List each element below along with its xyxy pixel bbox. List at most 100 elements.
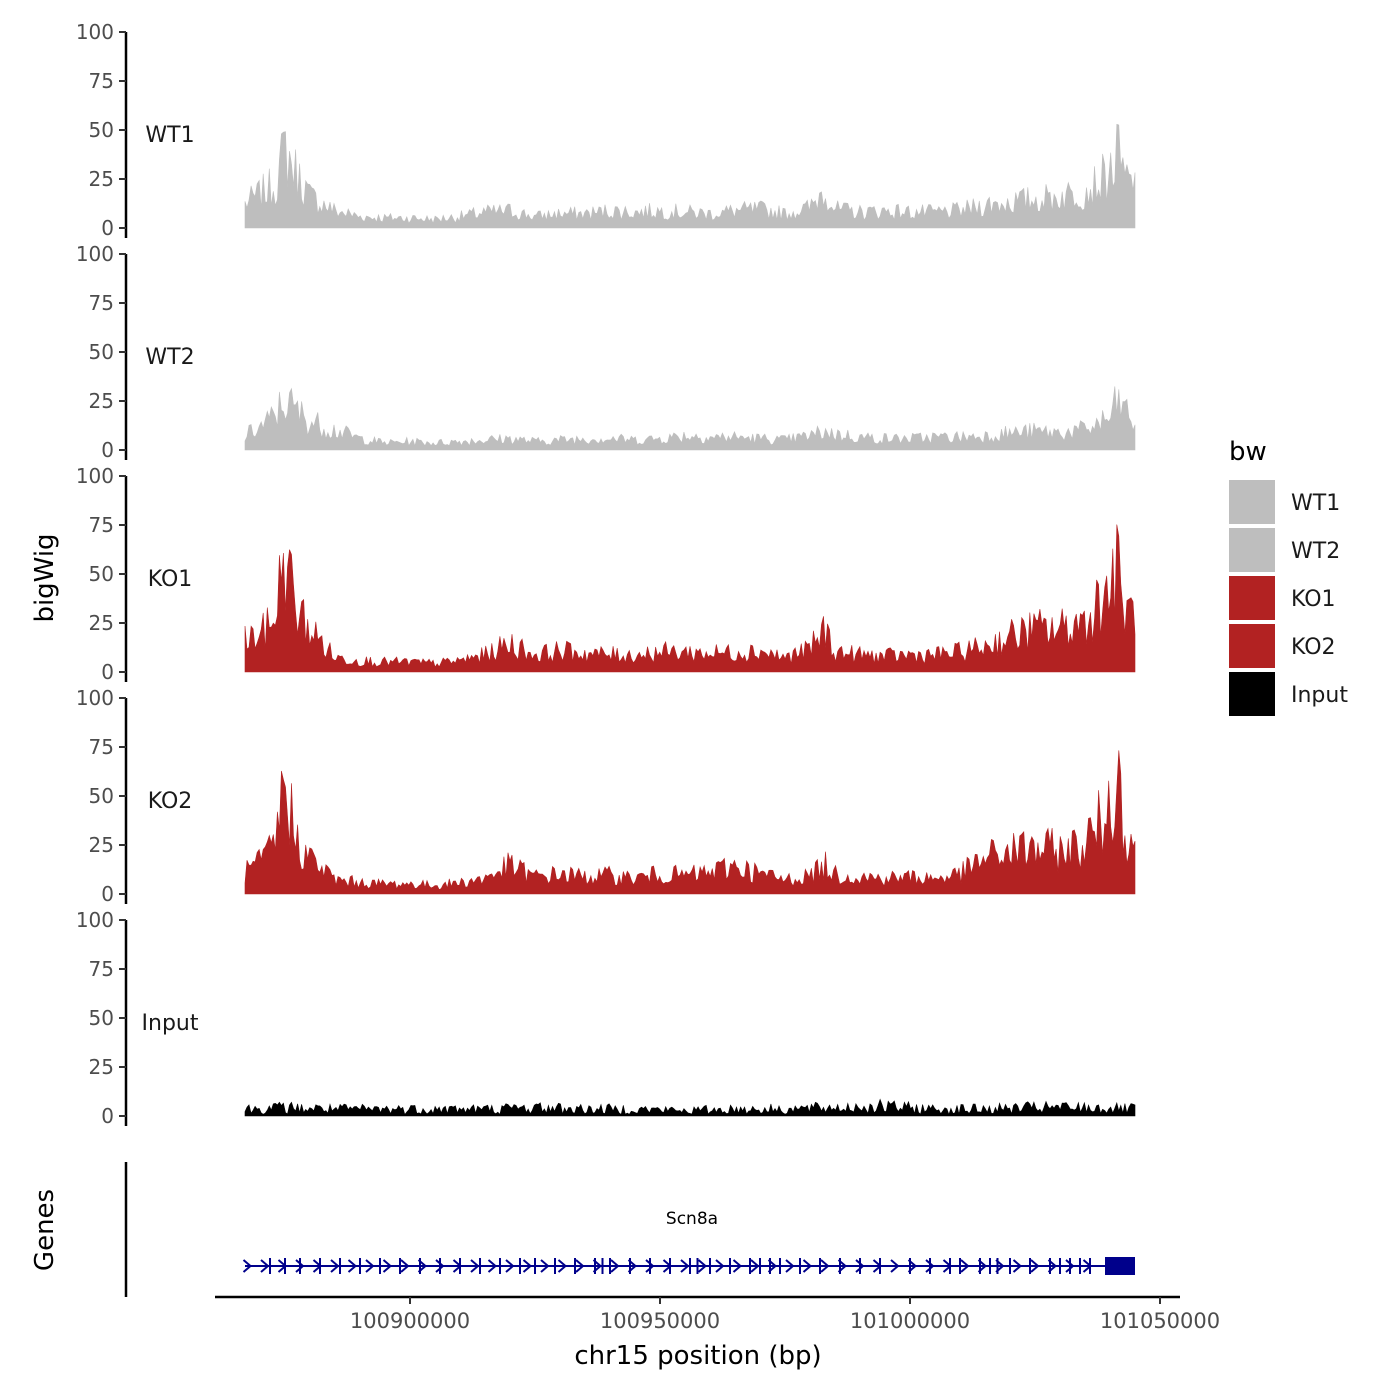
strand-arrow [820, 1259, 830, 1273]
strand-arrow [260, 1259, 270, 1273]
strand-arrow [557, 1259, 568, 1273]
series-area-wt1 [244, 123, 1136, 229]
track-label: KO1 [148, 567, 193, 592]
strand-arrow [750, 1259, 760, 1273]
strand-arrow [382, 1259, 393, 1273]
y-tick-label: 100 [76, 242, 114, 266]
gene-name-label: Scn8a [666, 1209, 718, 1229]
y-tick-label: 50 [89, 340, 114, 364]
strand-arrow [1012, 1259, 1023, 1273]
x-tick-label: 100950000 [600, 1309, 720, 1333]
strand-arrow [610, 1259, 620, 1273]
y-tick-label: 25 [89, 389, 114, 413]
legend-entry-ko1: KO1 [1229, 576, 1336, 620]
strand-arrow [855, 1259, 865, 1273]
y-tick-label: 25 [89, 611, 114, 635]
y-tick-label: 0 [101, 1104, 114, 1128]
y-tick-label: 75 [89, 513, 114, 537]
strand-arrow [347, 1259, 358, 1273]
genes-panel: Scn8a [124, 1162, 1135, 1297]
track-input: 100 75 50 25 0 Input [76, 908, 1136, 1128]
y-tick-label: 100 [76, 908, 114, 932]
legend-label: KO1 [1291, 587, 1336, 612]
legend-swatch [1229, 624, 1275, 668]
strand-arrow [785, 1259, 795, 1273]
y-tick-label: 50 [89, 118, 114, 142]
track-label: WT2 [145, 345, 194, 370]
strand-arrow [400, 1259, 410, 1273]
series-area-input [244, 1098, 1136, 1117]
y-axis-label: bigWig [30, 533, 60, 622]
genes-axis-label: Genes [30, 1189, 60, 1271]
x-axis: 100900000 100950000 101000000 101050000 [215, 1295, 1220, 1333]
track-label: KO2 [148, 789, 193, 814]
legend-entry-ko2: KO2 [1229, 624, 1336, 668]
y-tick-label: 0 [101, 882, 114, 906]
strand-arrow [242, 1259, 253, 1273]
y-tick-label: 75 [89, 957, 114, 981]
y-tick-label: 0 [101, 438, 114, 462]
y-tick-label: 0 [101, 216, 114, 240]
y-tick-label: 75 [89, 735, 114, 759]
track-label: WT1 [145, 123, 194, 148]
strand-arrow [732, 1259, 743, 1273]
legend-swatch [1229, 480, 1275, 524]
strand-arrow [802, 1259, 813, 1273]
gene-scn8a: Scn8a [242, 1209, 1135, 1275]
y-tick-label: 25 [89, 833, 114, 857]
strand-arrow [1065, 1259, 1075, 1273]
legend: bw WT1 WT2 KO1 KO2 Input [1229, 437, 1348, 716]
legend-title: bw [1229, 437, 1267, 467]
track-label: Input [142, 1011, 199, 1036]
strand-arrow [697, 1259, 708, 1273]
y-tick-label: 50 [89, 784, 114, 808]
x-tick-label: 100900000 [350, 1309, 470, 1333]
track-ko2: 100 75 50 25 0 KO2 [76, 686, 1136, 906]
strand-arrow [645, 1259, 655, 1273]
y-tick-label: 25 [89, 167, 114, 191]
y-tick-label: 50 [89, 562, 114, 586]
legend-swatch [1229, 576, 1275, 620]
legend-entry-wt2: WT2 [1229, 528, 1340, 572]
legend-label: Input [1291, 683, 1348, 708]
series-area-ko2 [244, 750, 1136, 895]
y-tick-label: 75 [89, 69, 114, 93]
strand-arrow [680, 1259, 690, 1273]
track-wt1: 100 75 50 25 0 WT1 [76, 20, 1136, 240]
strand-arrow [960, 1259, 970, 1273]
y-tick-label: 100 [76, 464, 114, 488]
x-tick-label: 101050000 [1100, 1309, 1220, 1333]
legend-entry-wt1: WT1 [1229, 480, 1340, 524]
y-tick-label: 0 [101, 660, 114, 684]
legend-swatch [1229, 528, 1275, 572]
legend-label: WT1 [1291, 491, 1340, 516]
legend-entry-input: Input [1229, 672, 1348, 716]
strand-arrow [715, 1259, 725, 1273]
strand-arrow [925, 1259, 935, 1273]
legend-label: WT2 [1291, 539, 1340, 564]
y-tick-label: 50 [89, 1006, 114, 1030]
track-wt2: 100 75 50 25 0 WT2 [76, 242, 1136, 462]
legend-label: KO2 [1291, 635, 1336, 660]
strand-arrow [522, 1259, 533, 1273]
strand-arrow [470, 1259, 480, 1273]
series-area-ko1 [244, 524, 1136, 673]
legend-swatch [1229, 672, 1275, 716]
track-panels: 1007550250WT11007550250WT21007550250KO11… [76, 20, 1136, 1128]
x-axis-label: chr15 position (bp) [574, 1341, 821, 1371]
y-tick-label: 25 [89, 1055, 114, 1079]
strand-arrow [1030, 1259, 1040, 1273]
series-area-wt2 [244, 386, 1136, 451]
strand-arrow [575, 1259, 585, 1273]
strand-arrow [505, 1259, 515, 1273]
strand-arrow [365, 1259, 375, 1273]
y-tick-label: 100 [76, 686, 114, 710]
exon-block [1105, 1257, 1135, 1275]
x-tick-label: 101000000 [850, 1309, 970, 1333]
strand-arrow [487, 1259, 498, 1273]
track-ko1: 100 75 50 25 0 KO1 [76, 464, 1136, 684]
strand-arrow [330, 1259, 340, 1273]
strand-arrow [540, 1259, 550, 1273]
y-tick-label: 75 [89, 291, 114, 315]
